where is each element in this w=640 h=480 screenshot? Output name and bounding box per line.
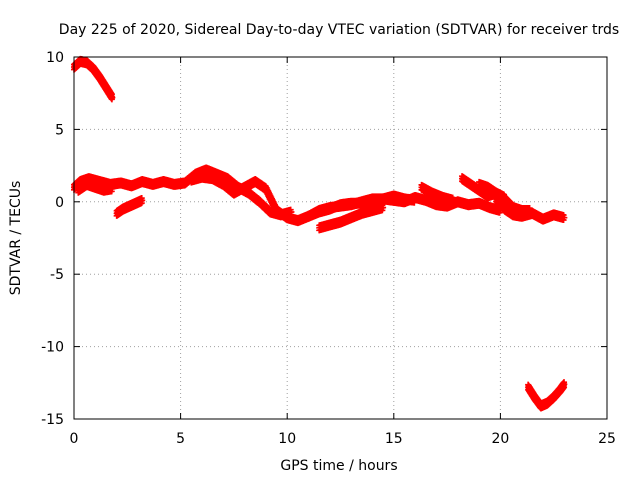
series-arc-f [305,191,504,222]
x-tick-label: 5 [176,431,185,447]
y-tick-label: 0 [55,195,64,211]
y-axis-label: SDTVAR / TECUs [8,181,24,296]
plot-frame [73,56,608,420]
y-tick-label: -5 [50,267,64,283]
chart-title: Day 225 of 2020, Sidereal Day-to-day VTE… [59,22,619,38]
data-markers [71,55,116,103]
x-tick-label: 0 [70,431,79,447]
x-tick-label: 25 [598,431,616,447]
data-points [71,55,568,412]
x-tick-label: 10 [278,431,296,447]
data-markers [113,195,146,219]
y-tick-label: -15 [41,412,64,428]
data-markers [305,191,504,222]
series-arc-c [75,178,116,196]
series-arc-g [316,202,387,234]
data-markers [476,178,508,203]
series-arc-a [71,55,116,103]
series-arc-l [525,379,568,412]
series-arc-h [418,181,457,206]
y-tick-label: 10 [46,50,64,66]
y-tick-label: 5 [55,122,64,138]
data-markers [525,379,568,412]
series-arc-k [476,178,508,203]
axis-ticks: 0 5 10 15 20 25 10 5 0 -5 -10 -15 [41,50,616,447]
x-tick-label: 20 [491,431,509,447]
x-tick-label: 15 [385,431,403,447]
y-tick-label: -10 [41,340,64,356]
data-markers [75,178,116,196]
grid-lines [74,57,607,419]
data-markers [418,181,457,206]
series-arc-d [113,195,146,219]
data-markers [316,202,387,234]
x-axis-label: GPS time / hours [280,458,397,474]
